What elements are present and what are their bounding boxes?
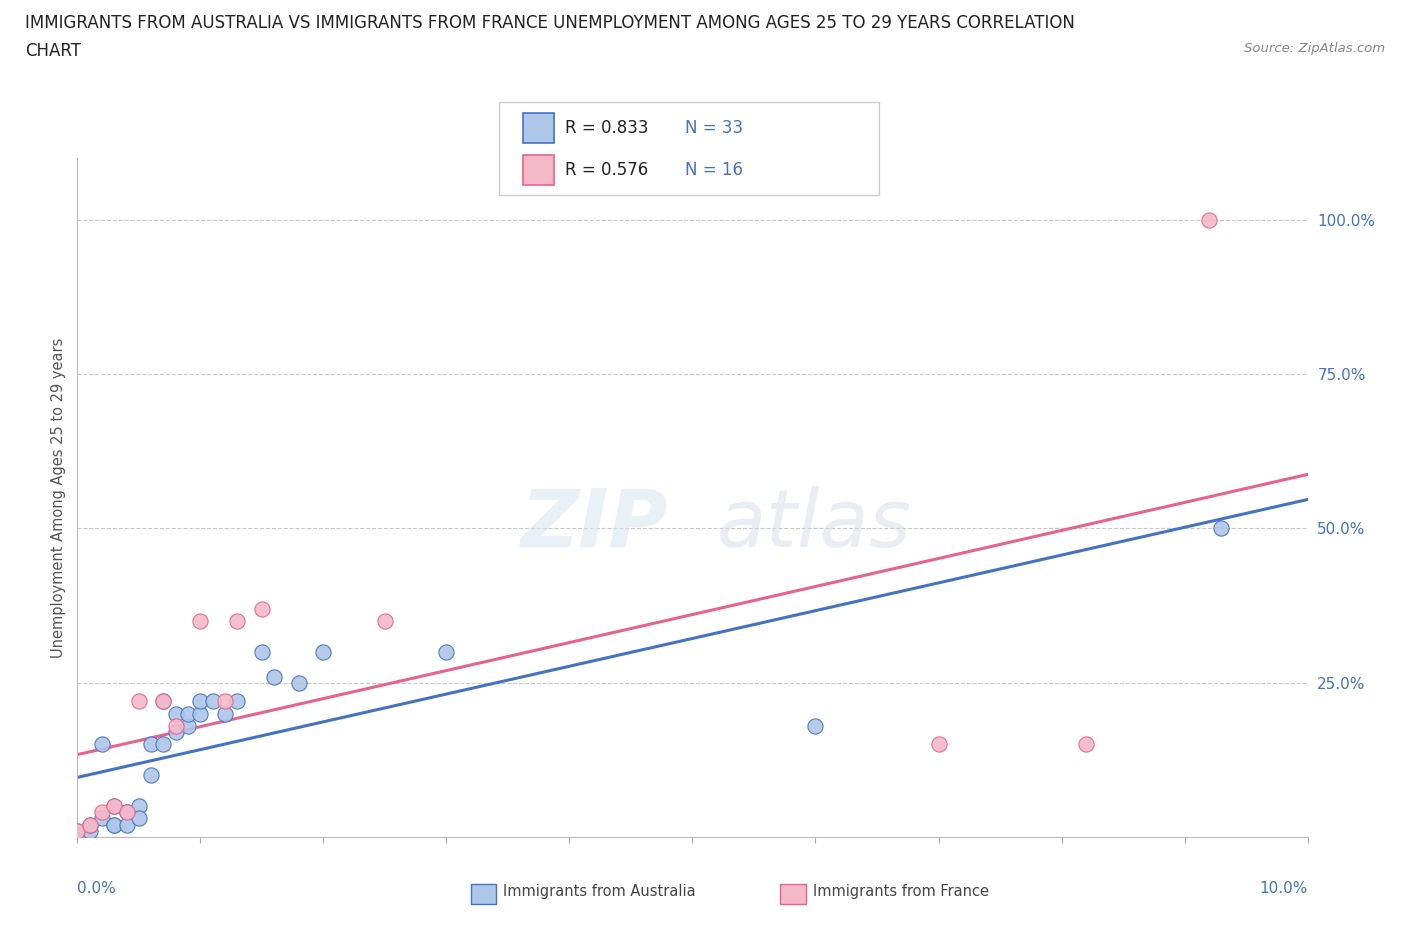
- Point: [214, 706, 236, 721]
- Point: [214, 694, 236, 709]
- Text: R = 0.833: R = 0.833: [565, 119, 659, 137]
- Point: [250, 601, 273, 616]
- Text: IMMIGRANTS FROM AUSTRALIA VS IMMIGRANTS FROM FRANCE UNEMPLOYMENT AMONG AGES 25 T: IMMIGRANTS FROM AUSTRALIA VS IMMIGRANTS …: [25, 14, 1076, 32]
- Point: [66, 823, 89, 838]
- Point: [288, 675, 311, 690]
- Point: [115, 804, 138, 819]
- Point: [115, 817, 138, 832]
- Text: N = 16: N = 16: [685, 161, 742, 179]
- Point: [226, 614, 249, 629]
- Point: [374, 614, 396, 629]
- Point: [201, 694, 224, 709]
- Point: [115, 804, 138, 819]
- Point: [103, 799, 125, 814]
- Point: [177, 719, 200, 734]
- Point: [165, 719, 187, 734]
- Point: [128, 811, 150, 826]
- Point: [312, 644, 335, 659]
- Text: CHART: CHART: [25, 42, 82, 60]
- Point: [928, 737, 950, 751]
- Point: [1198, 212, 1220, 227]
- Text: 0.0%: 0.0%: [77, 881, 117, 897]
- Point: [226, 694, 249, 709]
- Point: [79, 823, 101, 838]
- Point: [90, 811, 114, 826]
- Point: [165, 724, 187, 739]
- Point: [1211, 521, 1233, 536]
- Point: [188, 614, 212, 629]
- Point: [90, 804, 114, 819]
- Point: [128, 694, 150, 709]
- Point: [66, 823, 89, 838]
- Point: [79, 817, 101, 832]
- Text: ZIP: ZIP: [520, 485, 668, 564]
- Y-axis label: Unemployment Among Ages 25 to 29 years: Unemployment Among Ages 25 to 29 years: [51, 338, 66, 658]
- Text: Source: ZipAtlas.com: Source: ZipAtlas.com: [1244, 42, 1385, 55]
- Point: [79, 817, 101, 832]
- Text: Immigrants from France: Immigrants from France: [813, 884, 988, 899]
- Point: [165, 706, 187, 721]
- Text: R = 0.576: R = 0.576: [565, 161, 659, 179]
- Point: [141, 768, 163, 783]
- Point: [141, 737, 163, 751]
- Point: [188, 706, 212, 721]
- Point: [152, 694, 174, 709]
- Point: [804, 719, 827, 734]
- Point: [263, 669, 285, 684]
- Point: [115, 804, 138, 819]
- Point: [436, 644, 458, 659]
- Text: Immigrants from Australia: Immigrants from Australia: [503, 884, 696, 899]
- Point: [128, 799, 150, 814]
- Point: [188, 694, 212, 709]
- Point: [103, 817, 125, 832]
- Point: [250, 644, 273, 659]
- Point: [152, 737, 174, 751]
- Point: [152, 694, 174, 709]
- Point: [1076, 737, 1098, 751]
- Text: atlas: atlas: [717, 485, 912, 564]
- Text: N = 33: N = 33: [685, 119, 742, 137]
- Point: [177, 706, 200, 721]
- Text: 10.0%: 10.0%: [1260, 881, 1308, 897]
- Point: [90, 737, 114, 751]
- Point: [103, 817, 125, 832]
- Point: [103, 799, 125, 814]
